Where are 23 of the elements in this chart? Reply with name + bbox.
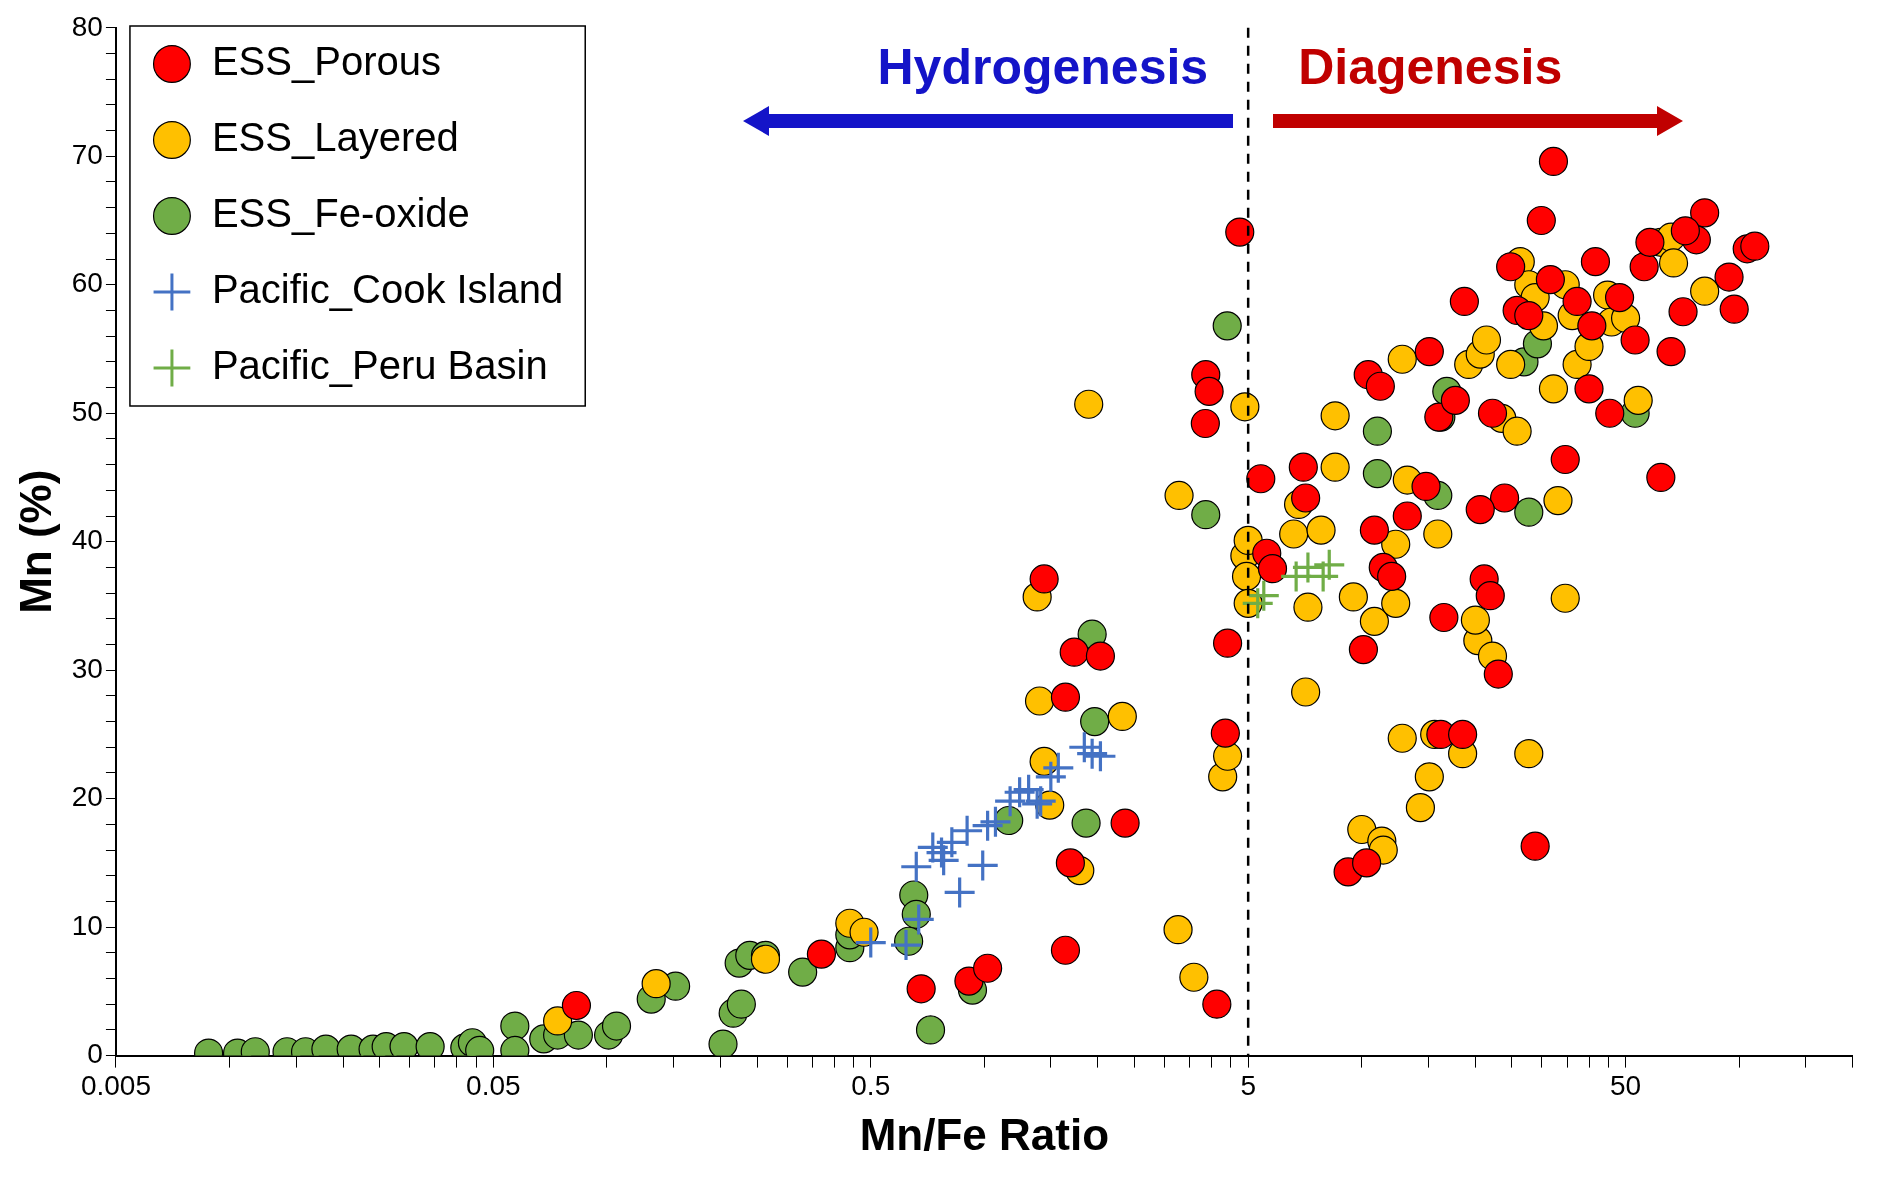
legend-label: ESS_Layered (211, 115, 459, 160)
y-tick-label: 10 (71, 909, 103, 941)
legend-label: Pacific_Cook Island (211, 267, 564, 312)
y-tick-label: 80 (71, 10, 103, 42)
y-tick-label: 70 (71, 138, 103, 170)
y-tick-label: 50 (71, 395, 103, 427)
y-tick-label: 60 (71, 267, 103, 299)
y-tick-label: 20 (71, 781, 103, 813)
x-tick-label: 0.05 (466, 1070, 521, 1102)
x-tick-label: 0.5 (851, 1070, 891, 1102)
y-tick-label: 40 (71, 524, 103, 556)
legend-label: Pacific_Peru Basin (211, 343, 548, 388)
legend-label: ESS_Fe-oxide (211, 191, 470, 236)
x-tick-label: 50 (1610, 1070, 1642, 1102)
legend-label: ESS_Porous (211, 39, 441, 84)
annotation: Diagenesis (1298, 38, 1563, 95)
y-tick-label: 30 (71, 652, 103, 684)
x-tick-label: 5 (1240, 1070, 1256, 1102)
y-axis-title: Mn (%) (10, 469, 60, 614)
x-axis-title: Mn/Fe Ratio (859, 1109, 1110, 1159)
annotation: Hydrogenesis (877, 38, 1209, 95)
y-tick-label: 0 (87, 1038, 103, 1070)
x-tick-label: 0.005 (80, 1070, 151, 1102)
